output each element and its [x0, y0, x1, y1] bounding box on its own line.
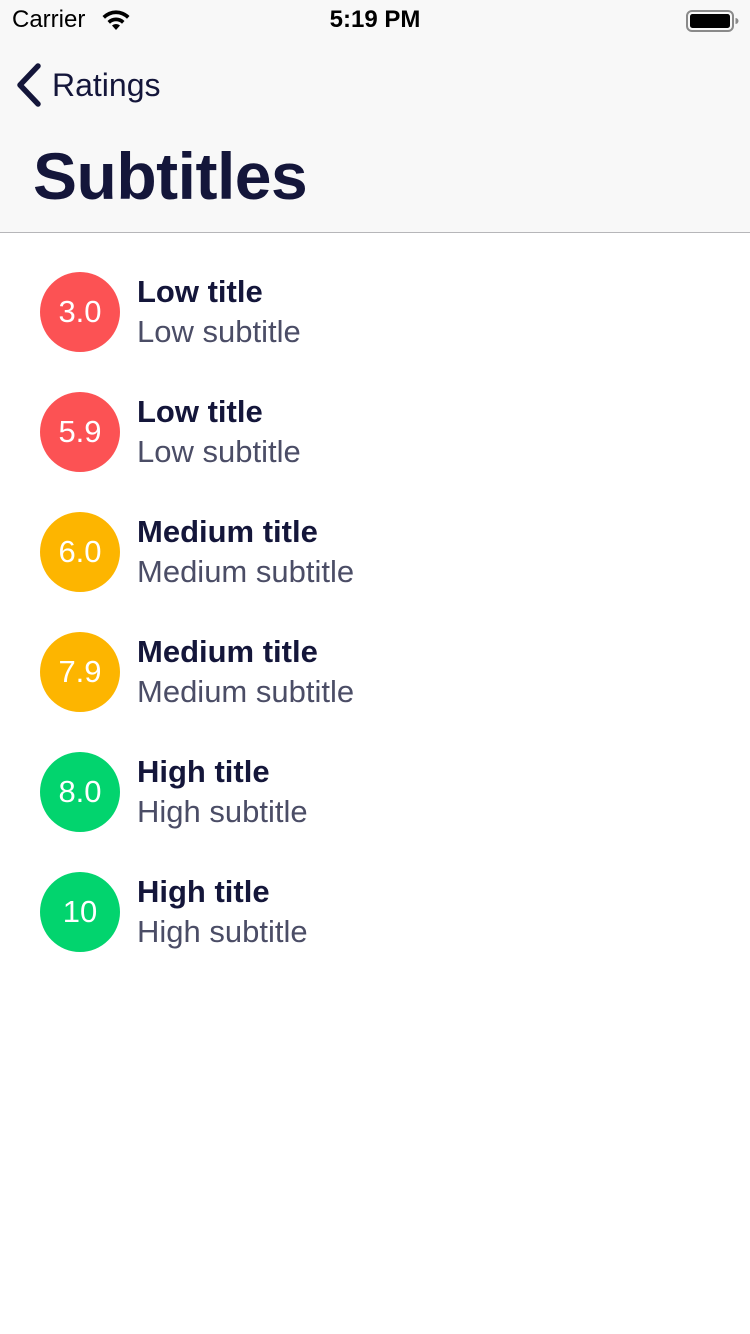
page-title: Subtitles — [33, 139, 308, 213]
ratings-list: 3.0 Low title Low subtitle 5.9 Low title… — [0, 252, 750, 972]
list-item[interactable]: 3.0 Low title Low subtitle — [0, 252, 750, 372]
list-item-subtitle: High subtitle — [137, 914, 308, 949]
list-item-subtitle: Low subtitle — [137, 434, 301, 469]
list-item-text: Medium title Medium subtitle — [137, 632, 354, 712]
list-item-title: Low title — [137, 274, 263, 309]
rating-badge: 6.0 — [40, 512, 120, 592]
list-item-subtitle: Medium subtitle — [137, 554, 355, 589]
list-item-text: High title High subtitle — [137, 872, 308, 952]
rating-badge: 8.0 — [40, 752, 120, 832]
rating-badge: 5.9 — [40, 392, 120, 472]
list-item-text: Low title Low subtitle — [137, 272, 301, 352]
list-item-title: High title — [137, 754, 270, 789]
list-item-subtitle: Low subtitle — [137, 314, 301, 349]
list-item[interactable]: 10 High title High subtitle — [0, 852, 750, 972]
list-item[interactable]: 8.0 High title High subtitle — [0, 732, 750, 852]
navigation-header: Carrier 5:19 PM Ratings Subtitles — [0, 0, 750, 233]
list-item[interactable]: 7.9 Medium title Medium subtitle — [0, 612, 750, 732]
battery-icon — [686, 10, 739, 32]
list-item-subtitle: High subtitle — [137, 794, 308, 829]
back-button[interactable]: Ratings — [14, 60, 161, 110]
rating-badge: 10 — [40, 872, 120, 952]
status-time: 5:19 PM — [329, 6, 421, 33]
list-item-title: Medium title — [137, 634, 318, 669]
list-item-text: Low title Low subtitle — [137, 392, 301, 472]
list-item-title: High title — [137, 874, 270, 909]
rating-badge: 7.9 — [40, 632, 120, 712]
carrier-label: Carrier — [12, 6, 86, 33]
list-item[interactable]: 5.9 Low title Low subtitle — [0, 372, 750, 492]
list-item[interactable]: 6.0 Medium title Medium subtitle — [0, 492, 750, 612]
list-item-title: Medium title — [137, 514, 318, 549]
list-item-text: High title High subtitle — [137, 752, 308, 832]
chevron-left-icon — [17, 63, 41, 107]
list-item-text: Medium title Medium subtitle — [137, 512, 354, 592]
list-item-subtitle: Medium subtitle — [137, 674, 355, 709]
list-item-title: Low title — [137, 394, 263, 429]
back-button-label: Ratings — [52, 66, 161, 103]
status-bar: Carrier 5:19 PM — [0, 0, 750, 40]
rating-badge: 3.0 — [40, 272, 120, 352]
wifi-icon — [102, 10, 130, 30]
